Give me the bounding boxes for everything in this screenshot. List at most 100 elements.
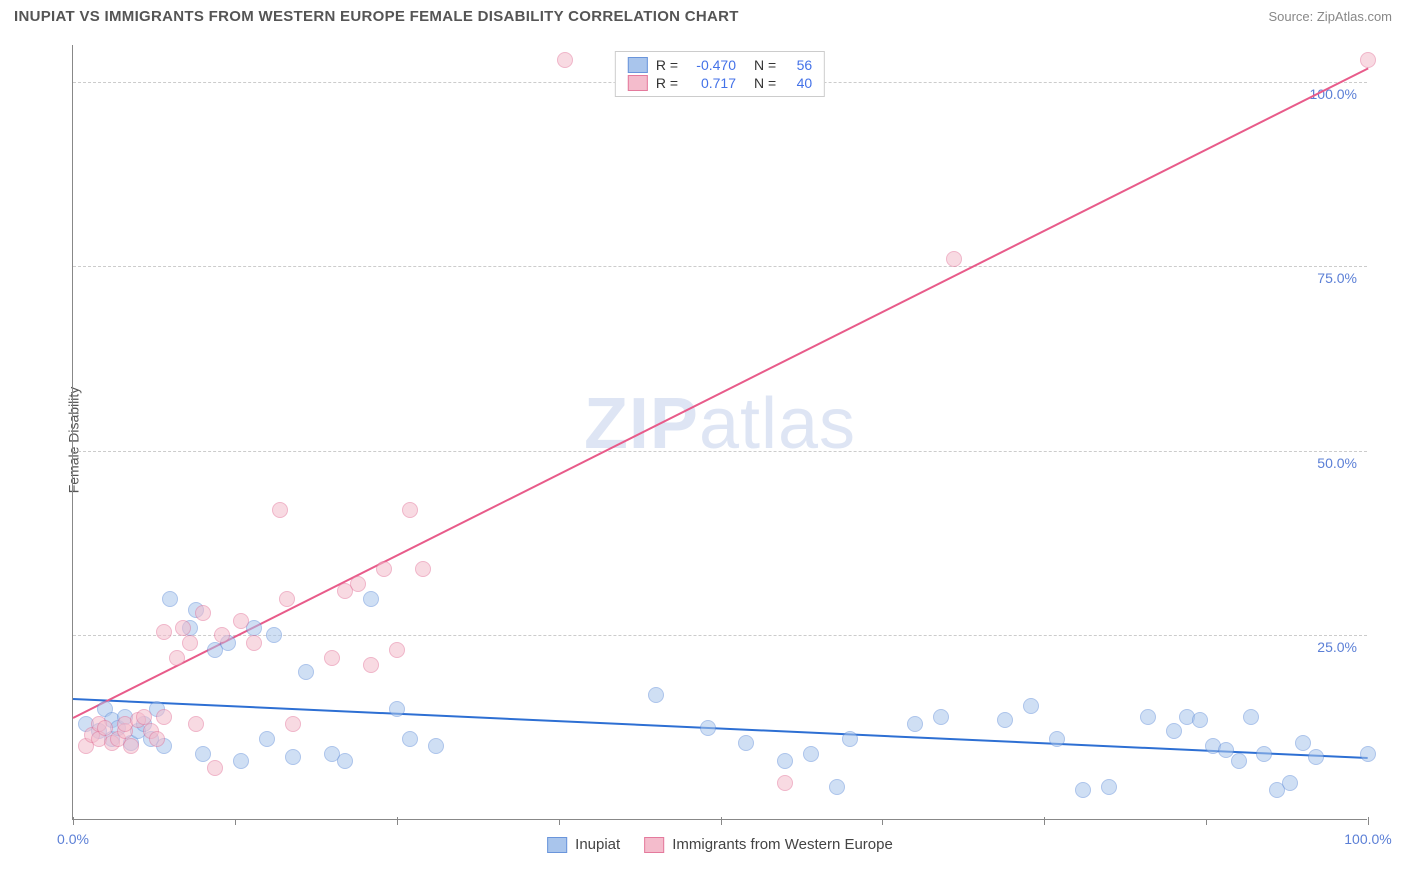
- stats-legend: R = -0.470 N = 56 R = 0.717 N = 40: [615, 51, 825, 97]
- stat-n-value: 56: [784, 57, 812, 73]
- data-point: [1231, 753, 1247, 769]
- data-point: [363, 657, 379, 673]
- data-point: [428, 738, 444, 754]
- data-point: [907, 716, 923, 732]
- legend-label: Inupiat: [575, 836, 620, 853]
- data-point: [136, 709, 152, 725]
- data-point: [123, 738, 139, 754]
- data-point: [777, 753, 793, 769]
- data-point: [700, 720, 716, 736]
- data-point: [946, 251, 962, 267]
- data-point: [266, 627, 282, 643]
- x-minor-tick: [1206, 820, 1207, 825]
- legend-item: Inupiat: [547, 836, 620, 853]
- data-point: [285, 749, 301, 765]
- legend-item: Immigrants from Western Europe: [644, 836, 893, 853]
- data-point: [1360, 746, 1376, 762]
- data-point: [324, 650, 340, 666]
- data-point: [1282, 775, 1298, 791]
- data-point: [285, 716, 301, 732]
- data-point: [829, 779, 845, 795]
- data-point: [1360, 52, 1376, 68]
- data-point: [1295, 735, 1311, 751]
- x-tick: [1044, 817, 1045, 825]
- data-point: [182, 635, 198, 651]
- data-point: [169, 650, 185, 666]
- x-tick: [397, 817, 398, 825]
- data-point: [997, 712, 1013, 728]
- data-point: [1243, 709, 1259, 725]
- data-point: [557, 52, 573, 68]
- data-point: [149, 731, 165, 747]
- legend-swatch: [628, 75, 648, 91]
- data-point: [389, 701, 405, 717]
- x-tick-label: 100.0%: [1344, 831, 1391, 847]
- plot-area: ZIPatlas 25.0%50.0%75.0%100.0%0.0%100.0%…: [72, 45, 1367, 820]
- watermark: ZIPatlas: [584, 383, 856, 465]
- data-point: [337, 753, 353, 769]
- data-point: [233, 613, 249, 629]
- x-minor-tick: [235, 820, 236, 825]
- x-tick: [73, 817, 74, 825]
- data-point: [188, 716, 204, 732]
- x-minor-tick: [559, 820, 560, 825]
- x-tick-label: 0.0%: [57, 831, 89, 847]
- stat-n-label: N =: [754, 57, 776, 73]
- data-point: [648, 687, 664, 703]
- data-point: [195, 605, 211, 621]
- data-point: [233, 753, 249, 769]
- data-point: [1256, 746, 1272, 762]
- bottom-legend: Inupiat Immigrants from Western Europe: [547, 836, 893, 853]
- y-tick-label: 75.0%: [1317, 270, 1357, 286]
- data-point: [842, 731, 858, 747]
- legend-swatch: [547, 837, 567, 853]
- data-point: [777, 775, 793, 791]
- stat-r-label: R =: [656, 57, 678, 73]
- stat-r-label: R =: [656, 75, 678, 91]
- legend-swatch: [644, 837, 664, 853]
- data-point: [279, 591, 295, 607]
- stat-r-value: -0.470: [686, 57, 736, 73]
- data-point: [162, 591, 178, 607]
- data-point: [156, 624, 172, 640]
- y-tick-label: 25.0%: [1317, 639, 1357, 655]
- data-point: [933, 709, 949, 725]
- data-point: [1140, 709, 1156, 725]
- data-point: [1049, 731, 1065, 747]
- data-point: [259, 731, 275, 747]
- x-minor-tick: [882, 820, 883, 825]
- data-point: [350, 576, 366, 592]
- stats-legend-row: R = 0.717 N = 40: [628, 74, 812, 92]
- x-tick: [721, 817, 722, 825]
- gridline-h: [73, 266, 1367, 267]
- chart-container: Female Disability ZIPatlas 25.0%50.0%75.…: [50, 45, 1390, 835]
- data-point: [298, 664, 314, 680]
- data-point: [402, 502, 418, 518]
- data-point: [376, 561, 392, 577]
- stat-n-value: 40: [784, 75, 812, 91]
- source-attribution: Source: ZipAtlas.com: [1268, 9, 1392, 24]
- data-point: [363, 591, 379, 607]
- legend-label: Immigrants from Western Europe: [672, 836, 893, 853]
- stat-n-label: N =: [754, 75, 776, 91]
- chart-title: INUPIAT VS IMMIGRANTS FROM WESTERN EUROP…: [14, 8, 739, 25]
- data-point: [803, 746, 819, 762]
- data-point: [415, 561, 431, 577]
- data-point: [389, 642, 405, 658]
- stat-r-value: 0.717: [686, 75, 736, 91]
- data-point: [1308, 749, 1324, 765]
- data-point: [207, 760, 223, 776]
- trend-line: [73, 67, 1369, 718]
- data-point: [272, 502, 288, 518]
- data-point: [1023, 698, 1039, 714]
- legend-swatch: [628, 57, 648, 73]
- gridline-h: [73, 451, 1367, 452]
- data-point: [402, 731, 418, 747]
- data-point: [1192, 712, 1208, 728]
- data-point: [214, 627, 230, 643]
- data-point: [246, 635, 262, 651]
- data-point: [1075, 782, 1091, 798]
- data-point: [1101, 779, 1117, 795]
- y-tick-label: 50.0%: [1317, 455, 1357, 471]
- title-bar: INUPIAT VS IMMIGRANTS FROM WESTERN EUROP…: [0, 0, 1406, 29]
